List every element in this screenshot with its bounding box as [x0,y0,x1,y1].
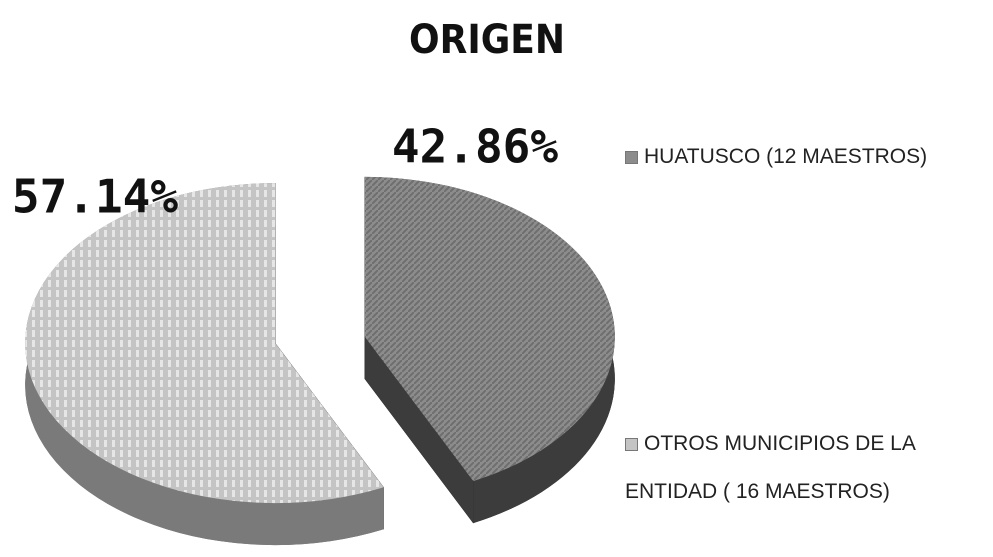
slice [364,176,615,482]
legend-entry: OTROS MUNICIPIOS DE LA ENTIDAD ( 16 MAES… [625,420,985,516]
legend-label: OTROS MUNICIPIOS DE LA ENTIDAD ( 16 MAES… [625,432,915,503]
legend-entry: HUATUSCO (12 MAESTROS) [625,133,945,181]
chart-title: ORIGEN [409,17,565,63]
data-label: 57.14% [12,170,178,224]
legend-label: HUATUSCO (12 MAESTROS) [644,145,928,168]
slice [25,183,384,504]
legend-swatch [625,437,638,451]
legend-swatch [625,150,638,164]
data-label: 42.86% [392,120,558,174]
slice-side [25,183,384,546]
